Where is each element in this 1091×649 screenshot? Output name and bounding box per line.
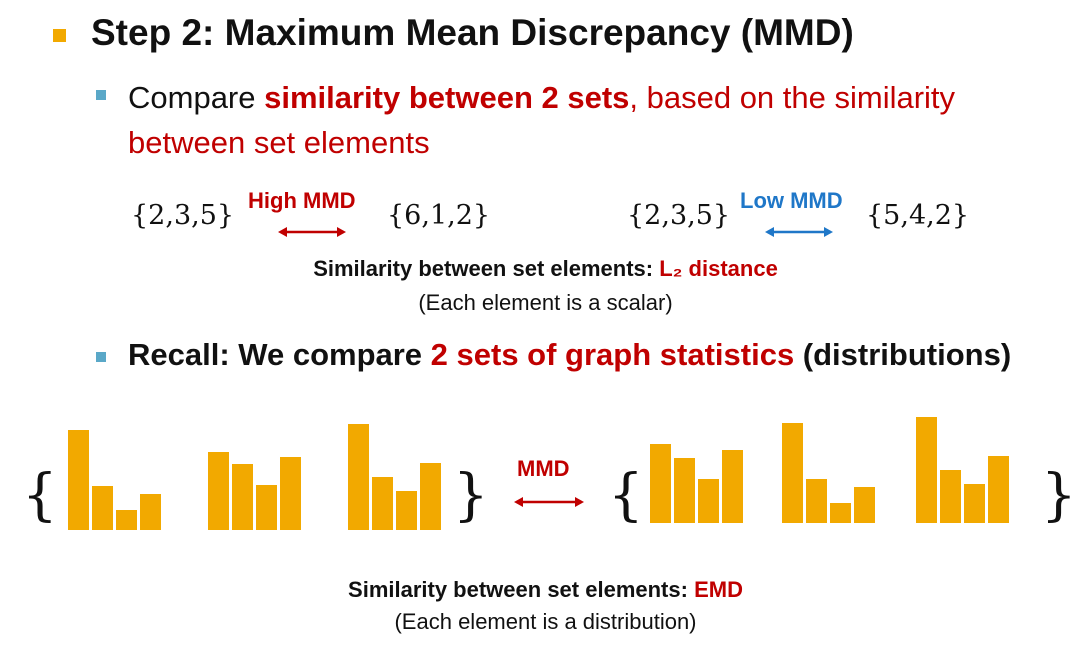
high-mmd-arrow (278, 227, 346, 237)
hist-right-2-bar-2 (806, 479, 827, 523)
hist-right-3-bar-4 (988, 456, 1009, 523)
sub-bullet-2 (96, 352, 106, 362)
scalar-note: (Each element is a scalar) (418, 290, 673, 315)
title-bullet (53, 29, 66, 42)
hist-left-3-bar-1 (348, 424, 369, 530)
hist-mmd-arrow (514, 497, 584, 507)
hist-right-1-bar-1 (650, 444, 671, 523)
right-set-b: {5,4,2} (866, 200, 970, 231)
hist-right-2-bar-4 (854, 487, 875, 523)
hist-left-1-bar-4 (140, 494, 161, 530)
high-mmd-label: High MMD (248, 188, 356, 213)
similarity-emd-line: Similarity between set elements: EMD (0, 577, 1091, 603)
right-set-a: {2,3,5} (627, 200, 731, 231)
hist-left-1-bar-1 (68, 430, 89, 530)
bullet-compare-emph: similarity between 2 sets (264, 80, 630, 115)
bullet-recall-emph: 2 sets of graph statistics (430, 337, 795, 372)
bullet-compare-rest: , based on the similarity between set el… (128, 80, 956, 160)
bullet-recall: Recall: We compare 2 sets of graph stati… (128, 337, 1011, 373)
left-set-b: {6,1,2} (387, 200, 491, 231)
hist-left-3-bar-4 (420, 463, 441, 530)
hist-left-2-bar-3 (256, 485, 277, 530)
hist-right-2-bar-1 (782, 423, 803, 523)
low-mmd-arrow (765, 227, 833, 237)
right-set-open-brace: { (608, 463, 644, 528)
hist-right-3-bar-1 (916, 417, 937, 523)
left-set-a: {2,3,5} (131, 200, 235, 231)
similarity-l2-line: Similarity between set elements: L₂ dist… (0, 256, 1091, 282)
left-set-close-brace: } (453, 463, 489, 528)
hist-left-3-bar-2 (372, 477, 393, 530)
similarity-l2-prefix: Similarity between set elements: (313, 256, 660, 281)
bullet-recall-suffix: (distributions) (794, 337, 1012, 372)
bullet-compare-prefix: Compare (128, 80, 265, 115)
histograms (68, 417, 1009, 530)
hist-right-1-bar-2 (674, 458, 695, 523)
similarity-emd-prefix: Similarity between set elements: (348, 577, 695, 602)
hist-right-2-bar-3 (830, 503, 851, 523)
hist-left-2-bar-4 (280, 457, 301, 530)
left-set-open-brace: { (22, 463, 58, 528)
hist-left-2-bar-2 (232, 464, 253, 530)
hist-left-1-bar-3 (116, 510, 137, 530)
low-mmd-label: Low MMD (740, 188, 843, 213)
hist-right-1-bar-3 (698, 479, 719, 523)
hist-right-3-bar-3 (964, 484, 985, 523)
bullet-recall-prefix: Recall: We compare (128, 337, 431, 372)
hist-mmd-label: MMD (517, 456, 570, 481)
hist-right-1-bar-4 (722, 450, 743, 523)
similarity-emd-emph: EMD (694, 577, 743, 602)
hist-left-2-bar-1 (208, 452, 229, 530)
hist-left-1-bar-2 (92, 486, 113, 530)
similarity-l2-emph: L₂ distance (659, 256, 778, 281)
hist-left-3-bar-3 (396, 491, 417, 530)
right-set-close-brace: } (1041, 463, 1077, 528)
slide-title: Step 2: Maximum Mean Discrepancy (MMD) (91, 12, 854, 53)
hist-right-3-bar-2 (940, 470, 961, 523)
distribution-note: (Each element is a distribution) (394, 609, 697, 634)
bullet-compare: Compare similarity between 2 sets, based… (128, 75, 1048, 165)
sub-bullet-1 (96, 90, 106, 100)
